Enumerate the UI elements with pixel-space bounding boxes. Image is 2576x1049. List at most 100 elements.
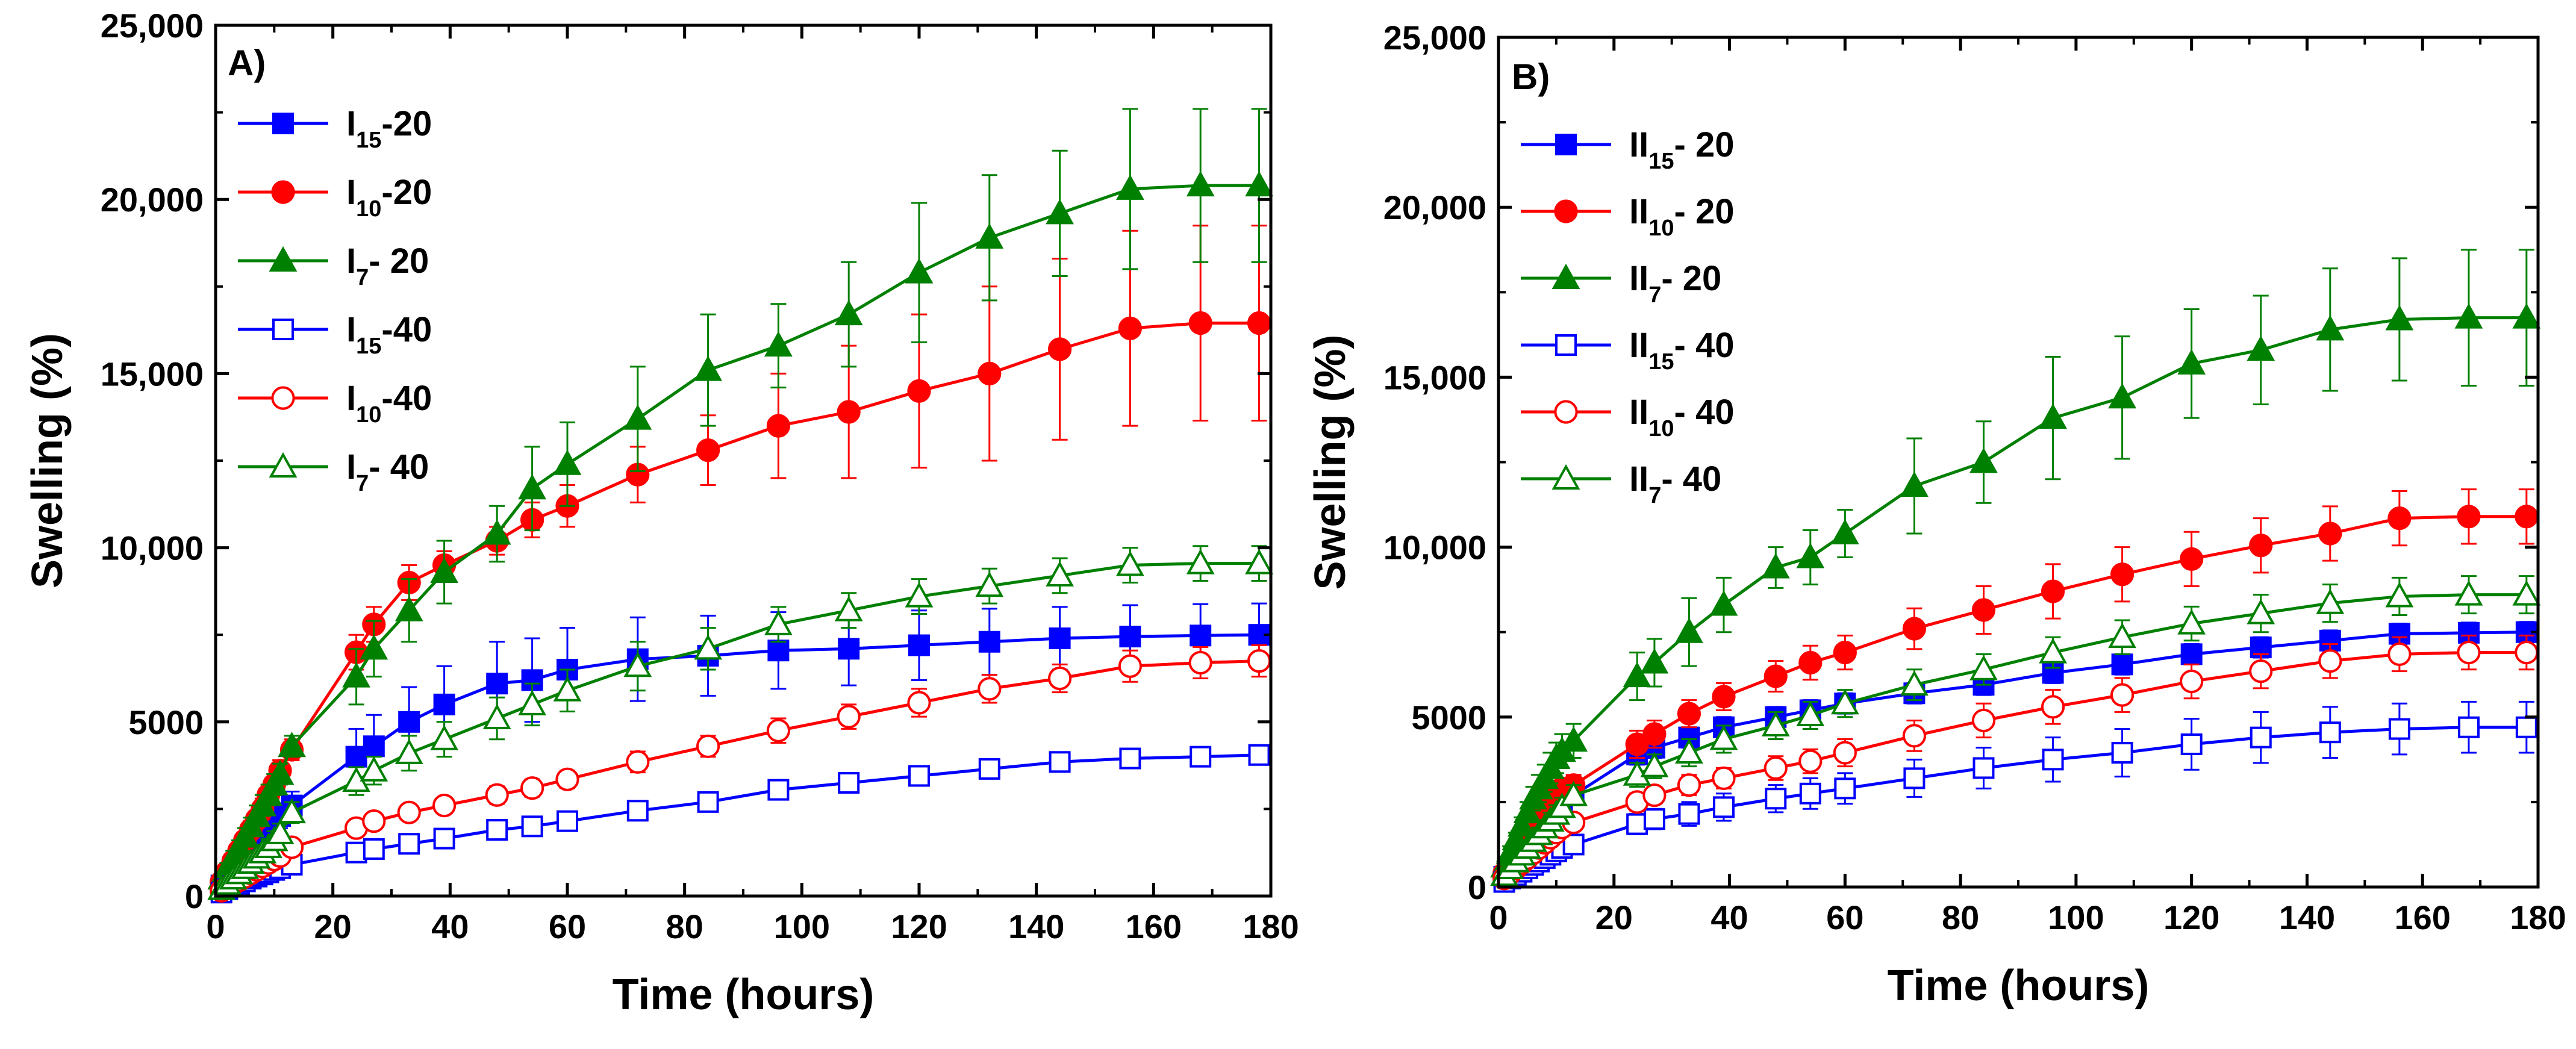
data-point xyxy=(2108,623,2136,649)
data-point xyxy=(398,711,420,733)
x-tick-label: 160 xyxy=(2395,898,2451,936)
legend-item-II10-20: II10- 20 xyxy=(1521,192,1734,241)
data-point xyxy=(905,582,934,608)
legend-item-II7-40: II7- 40 xyxy=(1521,459,1721,508)
data-point xyxy=(2039,638,2067,664)
y-tick-label: 25,000 xyxy=(1383,19,1486,57)
data-point xyxy=(518,474,546,500)
data-point xyxy=(2388,623,2410,645)
data-point xyxy=(363,838,385,860)
legend: I15-20 I10-20 I7- 20 I15-40 I10-40 I7- 40 xyxy=(238,104,432,496)
panel-label: A) xyxy=(228,43,266,83)
data-point xyxy=(1902,724,1926,748)
data-point xyxy=(1765,788,1787,810)
data-point xyxy=(433,693,455,715)
data-point xyxy=(395,596,423,621)
data-point xyxy=(360,634,388,660)
x-tick-label: 80 xyxy=(1942,898,1979,936)
data-point xyxy=(2110,683,2135,707)
series-a-I10-20 xyxy=(210,225,1271,894)
legend-label: II7- 40 xyxy=(1629,459,1721,508)
y-tick-label: 15,000 xyxy=(101,355,204,393)
data-point xyxy=(1761,553,1790,579)
series-b-II7-40 xyxy=(1490,575,2541,886)
data-point xyxy=(342,662,370,688)
data-point xyxy=(360,756,388,782)
data-point xyxy=(485,783,509,807)
data-point xyxy=(764,331,793,357)
data-point xyxy=(521,815,543,838)
data-point xyxy=(978,758,1000,780)
data-point xyxy=(1046,561,1074,587)
data-point xyxy=(2041,695,2065,719)
data-point xyxy=(345,841,367,864)
legend-marker xyxy=(269,246,298,272)
data-point xyxy=(1116,550,1144,576)
data-point xyxy=(2316,315,2345,341)
data-point xyxy=(2515,640,2539,665)
data-point xyxy=(696,734,720,758)
legend-marker xyxy=(269,452,298,478)
data-point xyxy=(1513,797,1542,823)
y-tick-label: 25,000 xyxy=(101,7,204,45)
data-point xyxy=(2457,640,2481,665)
data-point xyxy=(2387,642,2412,666)
data-point xyxy=(2247,335,2275,361)
data-point xyxy=(1248,744,1270,766)
data-point xyxy=(1900,471,1929,497)
data-point xyxy=(1643,808,1665,830)
x-tick-label: 100 xyxy=(2048,898,2104,936)
data-point xyxy=(2318,649,2342,673)
data-point xyxy=(1642,783,1667,808)
data-point xyxy=(486,819,508,841)
data-point xyxy=(520,776,544,800)
data-point xyxy=(2111,653,2133,676)
x-tick-label: 60 xyxy=(549,907,586,945)
data-point xyxy=(363,735,385,758)
data-point xyxy=(2454,580,2483,606)
legend-marker xyxy=(271,180,295,204)
data-point xyxy=(2457,716,2480,738)
x-tick-label: 40 xyxy=(431,907,469,945)
data-point xyxy=(905,258,934,284)
data-point xyxy=(767,640,790,662)
legend-marker xyxy=(1554,400,1578,424)
data-point xyxy=(2316,588,2345,614)
legend-marker xyxy=(1552,263,1580,289)
legend-marker xyxy=(271,386,295,410)
data-point xyxy=(1830,518,1859,545)
legend-marker xyxy=(272,113,294,134)
legend-label: I15-20 xyxy=(346,104,432,153)
data-point xyxy=(838,772,860,794)
data-point xyxy=(2180,733,2203,755)
data-point xyxy=(553,676,582,702)
data-point xyxy=(2250,726,2272,749)
data-point xyxy=(834,596,863,621)
data-point xyxy=(1118,654,1143,678)
data-point xyxy=(975,223,1004,249)
data-point xyxy=(1675,738,1703,764)
data-point xyxy=(1119,626,1141,648)
data-point xyxy=(1796,700,1825,726)
legend-item-I15-20: I15-20 xyxy=(238,104,432,153)
x-tick-label: 180 xyxy=(1243,907,1299,945)
data-point xyxy=(2180,643,2203,665)
data-point xyxy=(1049,751,1071,773)
data-point xyxy=(1971,598,1996,622)
legend-marker xyxy=(1555,334,1577,356)
data-point xyxy=(838,638,860,660)
data-point xyxy=(1247,311,1271,335)
data-point xyxy=(1049,627,1071,649)
x-tick-label: 120 xyxy=(891,907,947,945)
data-point xyxy=(1678,803,1700,825)
data-point xyxy=(1900,670,1929,696)
data-point xyxy=(2177,349,2206,375)
data-point xyxy=(766,718,791,742)
legend-item-I10-40: I10-40 xyxy=(238,379,432,428)
data-point xyxy=(1186,549,1215,574)
data-point xyxy=(837,705,861,729)
y-axis-title: Swelling (%) xyxy=(23,333,72,588)
data-point xyxy=(978,677,1002,701)
data-point xyxy=(1712,766,1736,790)
data-point xyxy=(482,519,511,545)
